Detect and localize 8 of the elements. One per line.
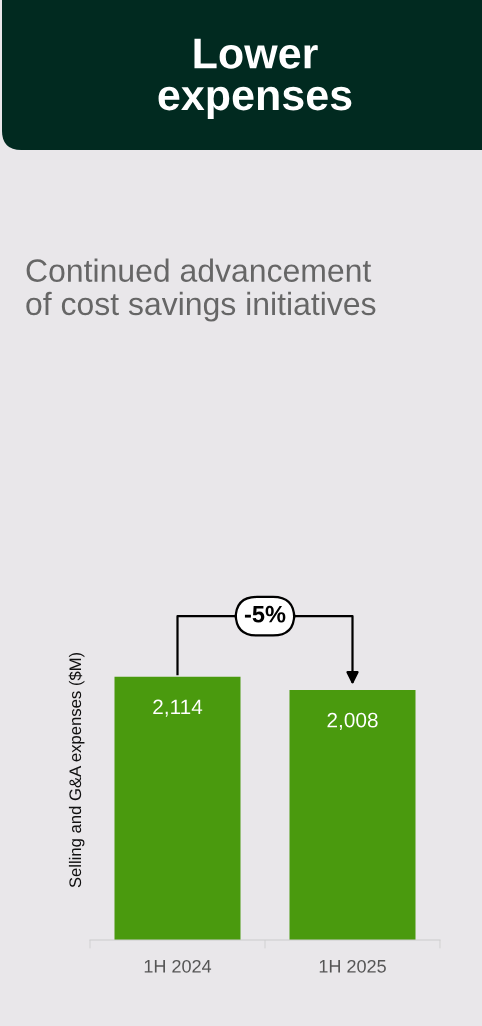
data-label: 2,008 xyxy=(327,712,378,730)
chart-title: Lower expenses xyxy=(158,38,352,119)
x-tick-label: 1H 2025 xyxy=(319,959,386,973)
x-tick-label: 1H 2024 xyxy=(144,959,212,973)
data-label: 2,114 xyxy=(153,699,203,717)
chart-subtitle: Continued advancement of cost savings initiatives xyxy=(26,258,376,322)
text: -5% xyxy=(244,605,286,623)
y-axis-title: Selling and G&A expenses ($M) xyxy=(68,652,85,888)
